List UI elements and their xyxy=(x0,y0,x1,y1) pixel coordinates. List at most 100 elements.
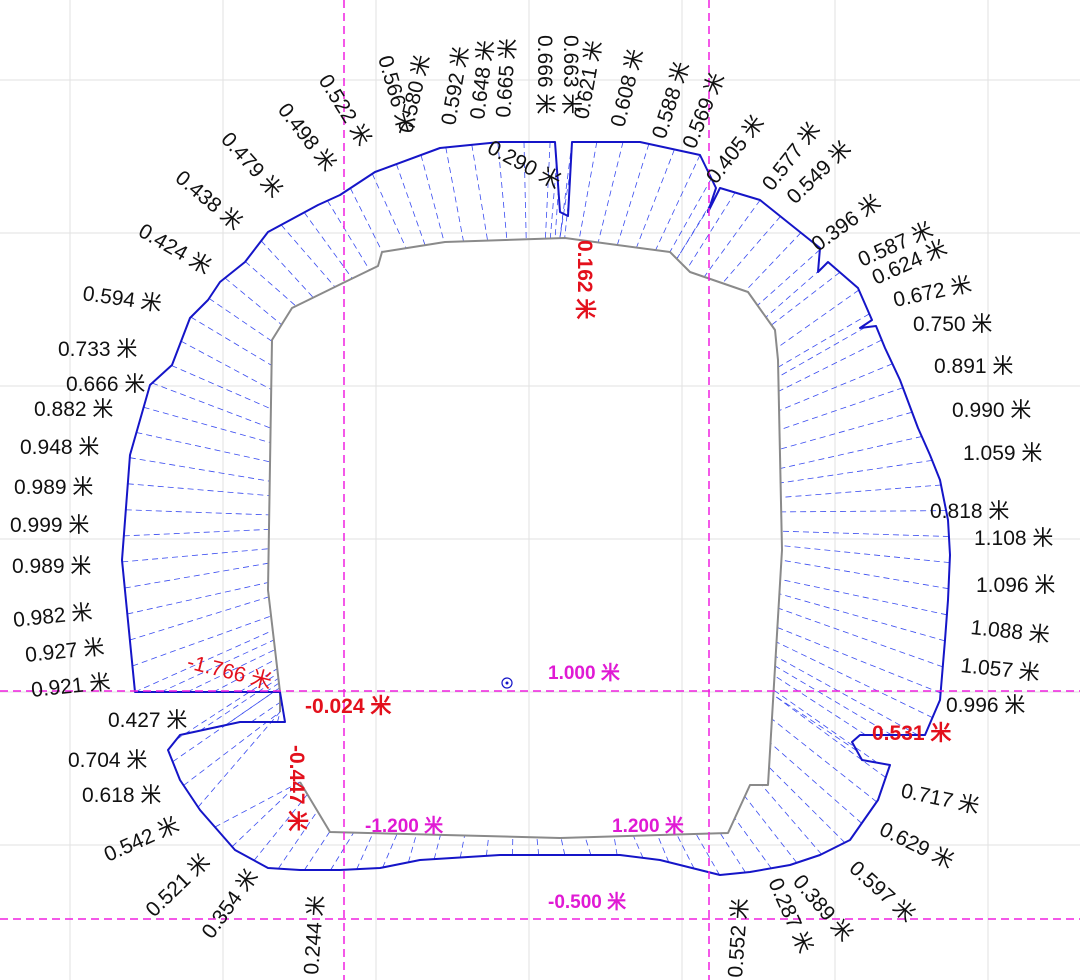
measurement-ray xyxy=(445,147,464,242)
overbreak-label: 1.059 米 xyxy=(963,442,1042,465)
overbreak-label: 1.057 米 xyxy=(959,654,1040,685)
measurement-ray xyxy=(686,192,736,270)
measurement-ray xyxy=(768,766,846,843)
overbreak-label: 0.989 米 xyxy=(12,555,91,578)
measurement-ray xyxy=(471,144,488,241)
overbreak-label: 0.921 米 xyxy=(30,671,111,702)
measurement-ray xyxy=(616,143,650,246)
overbreak-label: 0.750 米 xyxy=(913,313,992,336)
measurement-ray xyxy=(781,530,949,537)
underbreak-label: -0.447 米 xyxy=(285,745,308,832)
underbreak-label: -0.024 米 xyxy=(305,695,392,718)
measurement-ray xyxy=(143,406,271,443)
measurement-ray xyxy=(350,188,383,253)
measurement-ray xyxy=(780,484,942,498)
overbreak-label: 0.618 米 xyxy=(82,784,161,807)
design-profile-outline xyxy=(267,237,783,839)
measurement-ray xyxy=(757,249,821,306)
measurement-ray xyxy=(761,784,822,855)
overbreak-label: 0.891 米 xyxy=(934,355,1013,378)
overbreak-label: 0.663 米 xyxy=(559,35,582,114)
measurement-ray xyxy=(655,154,701,251)
measurement-ray xyxy=(771,271,841,326)
overbreak-label: 0.427 米 xyxy=(108,709,187,732)
measurement-ray xyxy=(636,149,675,248)
measurement-ray xyxy=(676,834,695,869)
measurement-ray xyxy=(776,289,860,349)
measurement-ray xyxy=(190,316,272,366)
overbreak-label: 0.818 米 xyxy=(930,500,1009,523)
overbreak-label: 0.989 米 xyxy=(14,476,93,499)
measurement-ray xyxy=(127,582,269,615)
measurement-ray xyxy=(778,607,943,668)
measurement-ray xyxy=(356,832,374,870)
measurement-ray xyxy=(773,689,878,764)
overbreak-label: 0.927 米 xyxy=(24,636,105,667)
overbreak-label: 0.552 米 xyxy=(724,898,752,979)
measurement-ray xyxy=(578,141,598,240)
measurement-ray xyxy=(719,832,746,873)
overbreak-label: 0.999 米 xyxy=(10,514,89,537)
overbreak-label: 0.672 米 xyxy=(891,273,973,312)
measurement-ray xyxy=(127,483,270,496)
measurement-ray xyxy=(396,163,426,246)
overbreak-label: 0.608 米 xyxy=(607,47,649,130)
overbreak-label: 0.405 米 xyxy=(702,111,769,188)
measurement-ray xyxy=(776,641,933,718)
measurement-ray xyxy=(197,711,281,808)
measurement-ray xyxy=(778,339,882,392)
measurement-ray xyxy=(554,189,559,239)
measurement-ray xyxy=(775,656,918,736)
overbreak-label: 0.733 米 xyxy=(58,338,137,361)
offset-label: 1.000 米 xyxy=(548,661,621,684)
measurement-ray xyxy=(134,630,273,693)
overbreak-label: 0.996 米 xyxy=(946,694,1025,717)
measurement-ray xyxy=(781,559,949,590)
overbreak-label: 0.424 米 xyxy=(135,219,215,279)
measurement-ray xyxy=(765,269,821,318)
measurement-ray xyxy=(722,216,781,284)
measurement-ray xyxy=(303,212,353,279)
overbreak-label: 0.498 米 xyxy=(273,99,340,176)
measurement-ray xyxy=(584,837,592,856)
measurement-ray xyxy=(564,195,570,239)
measurement-ray xyxy=(245,261,297,307)
measurement-ray xyxy=(199,677,279,732)
overbreak-label: 0.597 米 xyxy=(845,857,919,927)
measurement-ray xyxy=(560,837,566,856)
overbreak-label: 0.666 米 xyxy=(66,373,145,396)
overbreak-label: 0.982 米 xyxy=(12,601,93,632)
underbreak-label: -1.766 米 xyxy=(185,651,274,694)
measurement-ray xyxy=(382,833,398,868)
measurement-ray xyxy=(459,835,465,858)
excavation-outline xyxy=(121,141,951,876)
overbreak-label: 0.717 米 xyxy=(899,779,981,818)
measurement-ray xyxy=(330,832,355,871)
overbreak-label: 0.244 米 xyxy=(300,895,328,976)
measurement-ray xyxy=(231,781,301,847)
measurement-ray xyxy=(129,596,269,641)
measurement-ray xyxy=(781,510,947,513)
measurement-ray xyxy=(780,436,922,469)
measurement-ray xyxy=(779,593,946,642)
measurement-ray xyxy=(744,796,798,863)
measurement-ray xyxy=(745,232,802,292)
overbreak-label: 1.096 米 xyxy=(976,574,1055,597)
measurement-ray xyxy=(371,173,407,249)
measurement-ray xyxy=(136,432,271,463)
measurement-ray xyxy=(260,240,314,298)
measurement-ray xyxy=(253,794,308,861)
overbreak-label: 0.948 米 xyxy=(20,436,99,459)
underbreak-label: 0.162 米 xyxy=(573,240,596,320)
measurement-ray xyxy=(703,199,761,278)
measurement-ray xyxy=(160,639,275,693)
measurement-ray xyxy=(132,615,272,667)
overbreak-label: 0.629 米 xyxy=(876,818,957,873)
measurement-ray xyxy=(780,579,947,616)
measurement-ray xyxy=(536,837,540,856)
measurement-ray xyxy=(781,545,950,563)
measurement-ray xyxy=(225,687,280,726)
overbreak-label: 0.666 米 xyxy=(533,35,556,114)
measurement-ray xyxy=(129,457,270,482)
measurement-ray xyxy=(239,668,278,693)
